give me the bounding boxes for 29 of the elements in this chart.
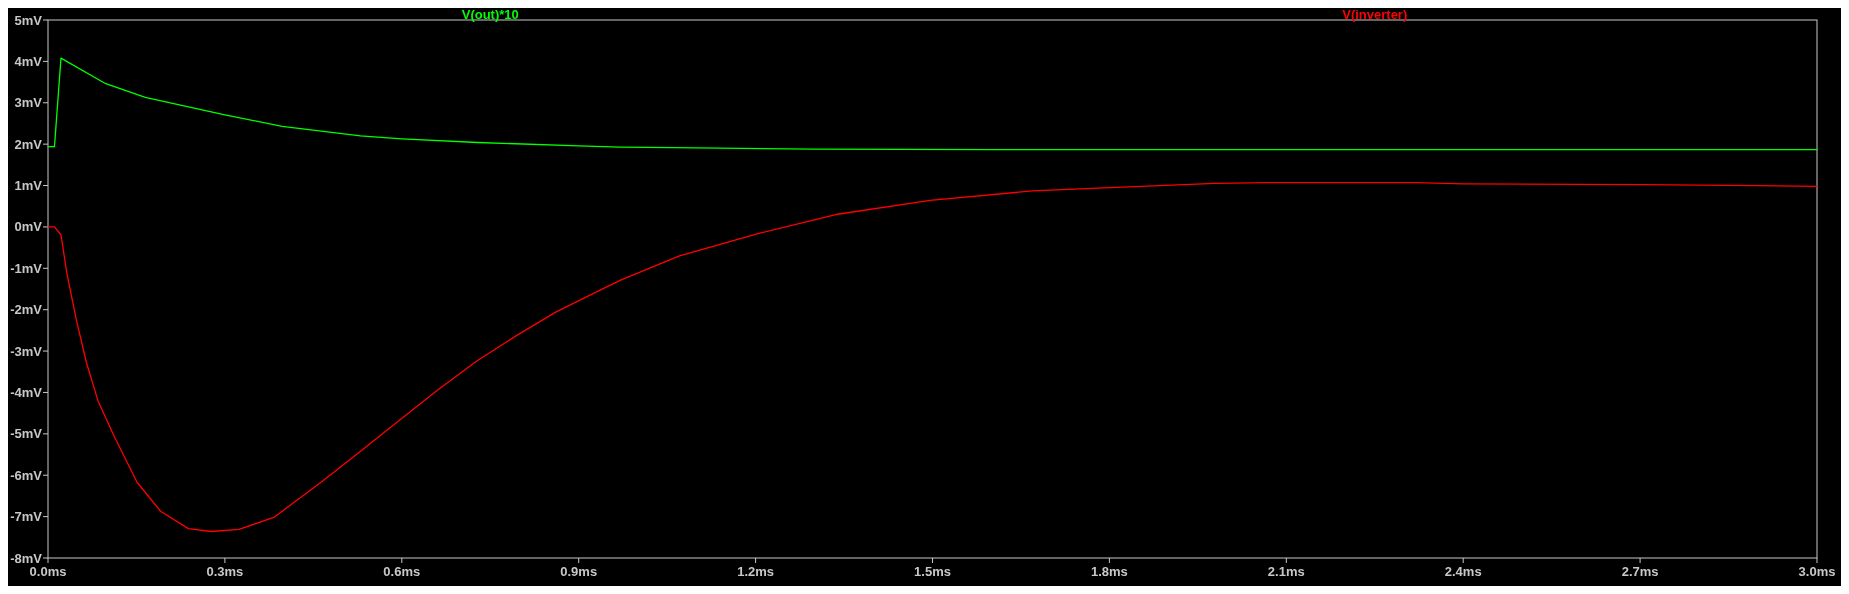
y-tick-label: -6mV	[10, 467, 43, 483]
y-tick-label: -4mV	[10, 385, 43, 401]
text: V(inverter)	[1342, 7, 1408, 22]
x-tick-label: 0.0ms	[29, 564, 67, 579]
y-tick-label: -8mV	[10, 550, 43, 566]
y-tick-label: -7mV	[10, 509, 43, 525]
y-tick-label: 0mV	[14, 219, 43, 235]
text: V(out)*10	[461, 7, 519, 22]
x-tick-label: 0.6ms	[383, 564, 421, 579]
y-tick-label: 3mV	[14, 95, 43, 111]
y-tick-label: 1mV	[14, 178, 43, 194]
x-tick-label: 2.1ms	[1267, 564, 1305, 579]
x-tick-label: 1.8ms	[1090, 564, 1128, 579]
y-tick-label: -2mV	[10, 302, 43, 318]
x-tick-label: 3.0ms	[1798, 564, 1836, 579]
line-series	[47, 57, 1818, 151]
x-tick-label: 0.3ms	[206, 564, 244, 579]
y-tick-label: 5mV	[14, 12, 43, 28]
y-tick-label: 2mV	[14, 136, 43, 152]
y-tick-label: 4mV	[14, 53, 43, 69]
line-series	[47, 181, 1818, 533]
x-tick-label: 0.9ms	[560, 564, 598, 579]
x-tick-label: 1.2ms	[737, 564, 775, 579]
x-tick-label: 1.5ms	[914, 564, 951, 579]
x-tick-label: 2.4ms	[1444, 564, 1482, 579]
y-tick-label: -1mV	[10, 260, 43, 276]
x-tick-label: 2.7ms	[1621, 564, 1659, 579]
y-tick-label: -5mV	[10, 426, 43, 442]
y-tick-label: -3mV	[10, 343, 43, 359]
